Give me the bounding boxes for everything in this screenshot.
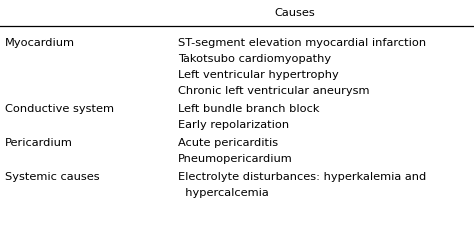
Text: Causes: Causes	[274, 8, 315, 18]
Text: Early repolarization: Early repolarization	[178, 120, 289, 130]
Text: Pneumopericardium: Pneumopericardium	[178, 154, 293, 164]
Text: Conductive system: Conductive system	[5, 104, 114, 114]
Text: Acute pericarditis: Acute pericarditis	[178, 138, 278, 148]
Text: Takotsubo cardiomyopathy: Takotsubo cardiomyopathy	[178, 54, 331, 64]
Text: Left bundle branch block: Left bundle branch block	[178, 104, 319, 114]
Text: hypercalcemia: hypercalcemia	[178, 188, 269, 198]
Text: Systemic causes: Systemic causes	[5, 172, 100, 182]
Text: Electrolyte disturbances: hyperkalemia and: Electrolyte disturbances: hyperkalemia a…	[178, 172, 426, 182]
Text: ST-segment elevation myocardial infarction: ST-segment elevation myocardial infarcti…	[178, 38, 426, 48]
Text: Myocardium: Myocardium	[5, 38, 75, 48]
Text: Chronic left ventricular aneurysm: Chronic left ventricular aneurysm	[178, 86, 370, 96]
Text: Left ventricular hypertrophy: Left ventricular hypertrophy	[178, 70, 339, 80]
Text: Pericardium: Pericardium	[5, 138, 73, 148]
